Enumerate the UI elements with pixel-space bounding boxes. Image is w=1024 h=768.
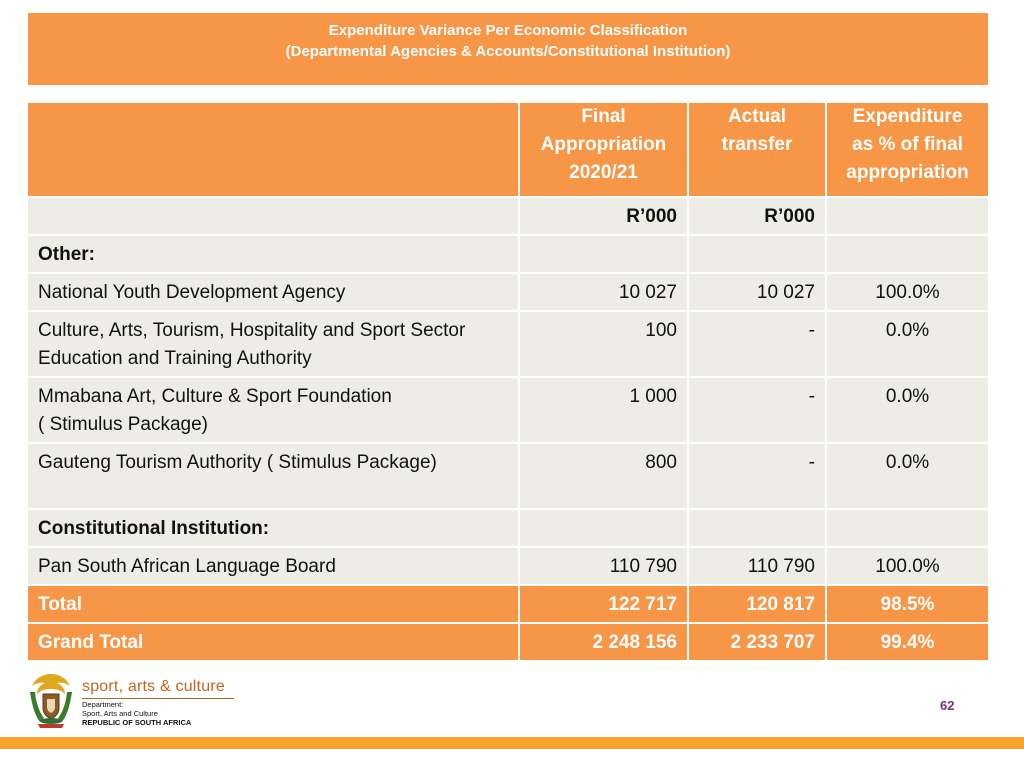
- grand-total-final: 2 248 156: [519, 623, 689, 662]
- row-name: Culture, Arts, Tourism, Hospitality and …: [28, 311, 520, 378]
- table-row: Gauteng Tourism Authority ( Stimulus Pac…: [28, 443, 988, 510]
- total-label: Total: [28, 585, 520, 624]
- row-actual: 10 027: [688, 273, 827, 312]
- header-expenditure-pct: Expenditure as % of final appropriation: [826, 103, 988, 198]
- row-final: 100: [519, 311, 689, 378]
- grand-total-actual: 2 233 707: [688, 623, 827, 662]
- row-pct: 0.0%: [826, 443, 988, 510]
- total-final: 122 717: [519, 585, 689, 624]
- slide-title-line2: (Departmental Agencies & Accounts/Consti…: [285, 43, 731, 60]
- row-name: Gauteng Tourism Authority ( Stimulus Pac…: [28, 443, 520, 510]
- row-name: Pan South African Language Board: [28, 547, 520, 586]
- row-actual: -: [688, 443, 827, 510]
- row-name: National Youth Development Agency: [28, 273, 520, 312]
- department-block: Department: Sport, Arts and Culture REPU…: [82, 700, 192, 727]
- row-final: 10 027: [519, 273, 689, 312]
- unit-final: R’000: [519, 197, 689, 236]
- coat-of-arms-icon: [30, 674, 72, 728]
- table-row: Mmabana Art, Culture & Sport Foundation …: [28, 377, 988, 444]
- row-actual: -: [688, 311, 827, 378]
- total-row: Total 122 717 120 817 98.5%: [28, 585, 988, 624]
- total-pct: 98.5%: [826, 585, 988, 624]
- slide-title-line1: Expenditure Variance Per Economic Classi…: [328, 22, 688, 39]
- expenditure-table: Final Appropriation 2020/21 Actual trans…: [28, 103, 988, 662]
- unit-actual: R’000: [688, 197, 827, 236]
- row-pct: 100.0%: [826, 547, 988, 586]
- total-actual: 120 817: [688, 585, 827, 624]
- header-final-appropriation: Final Appropriation 2020/21: [519, 103, 689, 198]
- row-pct: 0.0%: [826, 311, 988, 378]
- brand-divider: [82, 698, 234, 699]
- row-final: 110 790: [519, 547, 689, 586]
- table-row: National Youth Development Agency 10 027…: [28, 273, 988, 312]
- header-actual-transfer: Actual transfer: [688, 103, 827, 198]
- table-header-row: Final Appropriation 2020/21 Actual trans…: [28, 103, 988, 198]
- page-number: 62: [940, 698, 955, 713]
- row-actual: 110 790: [688, 547, 827, 586]
- section-label-constitutional: Constitutional Institution:: [28, 509, 520, 548]
- units-row: R’000 R’000: [28, 197, 988, 236]
- grand-total-label: Grand Total: [28, 623, 520, 662]
- table-row: Pan South African Language Board 110 790…: [28, 547, 988, 586]
- row-final: 1 000: [519, 377, 689, 444]
- row-actual: -: [688, 377, 827, 444]
- row-pct: 0.0%: [826, 377, 988, 444]
- bottom-accent-bar: [0, 737, 1024, 749]
- row-pct: 100.0%: [826, 273, 988, 312]
- section-row-other: Other:: [28, 235, 988, 274]
- section-row-constitutional: Constitutional Institution:: [28, 509, 988, 548]
- header-blank: [28, 103, 520, 198]
- brand-text: sport, arts & culture: [82, 678, 225, 695]
- section-label-other: Other:: [28, 235, 520, 274]
- grand-total-pct: 99.4%: [826, 623, 988, 662]
- table-row: Culture, Arts, Tourism, Hospitality and …: [28, 311, 988, 378]
- row-final: 800: [519, 443, 689, 510]
- grand-total-row: Grand Total 2 248 156 2 233 707 99.4%: [28, 623, 988, 662]
- slide-title: Expenditure Variance Per Economic Classi…: [28, 13, 988, 85]
- row-name: Mmabana Art, Culture & Sport Foundation …: [28, 377, 520, 444]
